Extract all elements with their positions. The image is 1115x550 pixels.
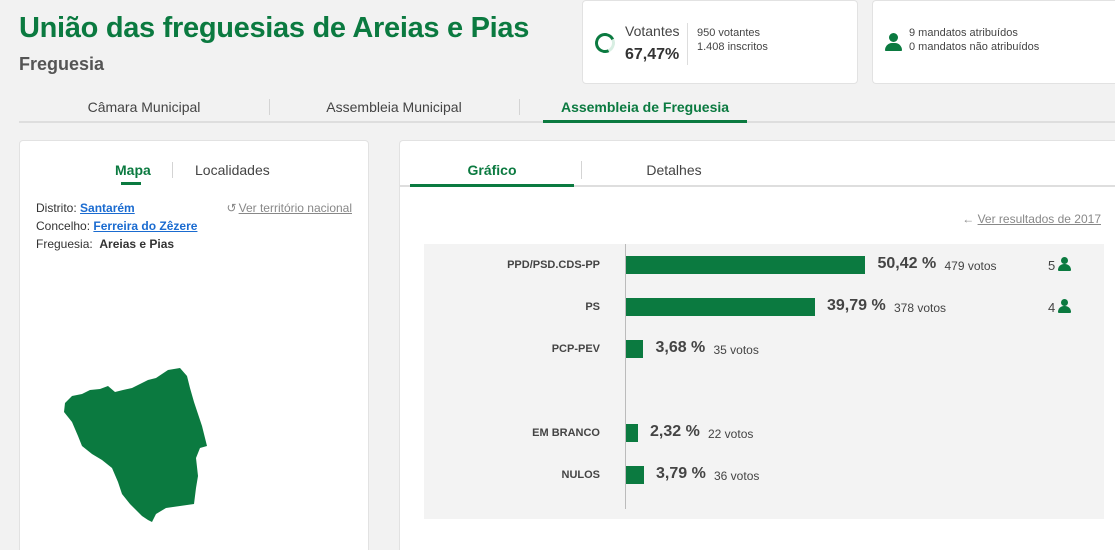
- active-tab-indicator: [410, 184, 574, 187]
- chart-bar[interactable]: [626, 466, 644, 484]
- turnout-ring-icon: [592, 30, 618, 56]
- turnout-card: Votantes 67,47% 950 votantes 1.408 inscr…: [582, 0, 858, 84]
- tab-divider: [519, 99, 520, 115]
- person-icon: [885, 33, 902, 51]
- ver-territorio-nacional-link[interactable]: ↺ Ver território nacional: [227, 201, 352, 215]
- tab-divider: [581, 161, 582, 179]
- ver-territorio-nacional-label: Ver território nacional: [238, 201, 352, 215]
- distrito-line: Distrito: Santarém: [36, 201, 135, 215]
- freguesia-label: Freguesia:: [36, 237, 93, 251]
- tab-assembleia-freguesia[interactable]: Assembleia de Freguesia: [560, 99, 730, 115]
- freguesia-line: Freguesia: Areias e Pias: [36, 237, 174, 251]
- turnout-percent: 67,47%: [625, 46, 680, 63]
- chart-votes-label: 22 votos: [708, 427, 754, 441]
- chart-percent-label: 39,79 %: [827, 297, 886, 314]
- chart-votes-label: 36 votos: [714, 469, 760, 483]
- turnout-label: Votantes: [625, 23, 680, 39]
- chart-votes-label: 378 votos: [894, 301, 947, 315]
- chart-mandates: 5: [1048, 257, 1072, 273]
- chart-mandates-count: 5: [1048, 258, 1056, 273]
- active-tab-indicator: [543, 120, 747, 123]
- tab-grafico[interactable]: Gráfico: [467, 162, 517, 178]
- main-tabs: Câmara Municipal Assembleia Municipal As…: [19, 93, 1115, 123]
- undo-icon: ↺: [226, 201, 237, 215]
- chart-mandates: 4: [1048, 299, 1072, 315]
- chart-row-label: PCP-PEV: [551, 343, 600, 355]
- chart-votes-label: 35 votos: [713, 343, 759, 357]
- chart-bar[interactable]: [626, 256, 866, 274]
- chart-percent-label: 3,68 %: [655, 339, 706, 356]
- chart-percent-label: 2,32 %: [650, 423, 700, 440]
- tab-camara-municipal[interactable]: Câmara Municipal: [87, 99, 201, 115]
- person-icon: [1058, 299, 1072, 313]
- mandates-unassigned: 0 mandatos não atribuídos: [909, 41, 1040, 53]
- active-tab-indicator: [121, 182, 141, 185]
- chart-bar[interactable]: [626, 424, 638, 442]
- chart-bar[interactable]: [626, 340, 644, 358]
- chart-row-label: PS: [585, 301, 600, 313]
- chart-mandates-count: 4: [1048, 300, 1056, 315]
- divider: [687, 23, 688, 65]
- person-icon: [1058, 257, 1072, 271]
- tab-localidades[interactable]: Localidades: [195, 162, 270, 178]
- results-panel: Gráfico Detalhes ← Ver resultados de 201…: [399, 140, 1115, 550]
- tab-divider: [269, 99, 270, 115]
- chart-percent-label: 50,42 %: [877, 255, 937, 272]
- arrow-left-icon: ←: [962, 212, 978, 226]
- results-chart: PPD/PSD.CDS-PP 50,42 % 479 votos 5 PS 39,79 %…: [424, 244, 1104, 519]
- chart-percent-label: 3,79 %: [656, 465, 706, 482]
- freguesia-value: Areias e Pias: [99, 237, 175, 251]
- tab-assembleia-municipal[interactable]: Assembleia Municipal: [326, 99, 462, 115]
- tab-detalhes[interactable]: Detalhes: [646, 162, 702, 178]
- tab-mapa[interactable]: Mapa: [115, 162, 151, 178]
- chart-row-label: EM BRANCO: [532, 427, 600, 439]
- chart-row-label: NULOS: [561, 469, 601, 481]
- freguesia-map-shape[interactable]: [64, 368, 207, 522]
- ver-resultados-2017-link[interactable]: ← Ver resultados de 2017: [962, 212, 1101, 226]
- chart-axis: [625, 244, 626, 509]
- chart-votes-label: 479 votos: [944, 259, 997, 273]
- mandates-assigned: 9 mandatos atribuídos: [909, 27, 1018, 39]
- page-title: União das freguesias de Areias e Pias: [19, 12, 530, 44]
- results-tabs: Gráfico Detalhes: [400, 141, 1115, 187]
- map-panel: Mapa Localidades ↺ Ver território naciona…: [19, 140, 369, 550]
- concelho-label: Concelho:: [36, 219, 91, 233]
- chart-bar[interactable]: [626, 298, 815, 316]
- distrito-label: Distrito:: [36, 201, 77, 215]
- freguesia-map[interactable]: [60, 366, 210, 526]
- chart-row-label: PPD/PSD.CDS-PP: [507, 259, 600, 271]
- concelho-link[interactable]: Ferreira do Zêzere: [93, 219, 198, 233]
- mandates-card: 9 mandatos atribuídos 0 mandatos não atr…: [872, 0, 1115, 84]
- concelho-line: Concelho: Ferreira do Zêzere: [36, 219, 197, 233]
- page-subtitle: Freguesia: [19, 54, 105, 74]
- tab-divider: [172, 162, 173, 178]
- inscritos-count: 1.408 inscritos: [697, 41, 768, 53]
- ver-resultados-2017-label: Ver resultados de 2017: [977, 212, 1101, 226]
- distrito-link[interactable]: Santarém: [80, 201, 135, 215]
- votantes-count: 950 votantes: [697, 27, 760, 39]
